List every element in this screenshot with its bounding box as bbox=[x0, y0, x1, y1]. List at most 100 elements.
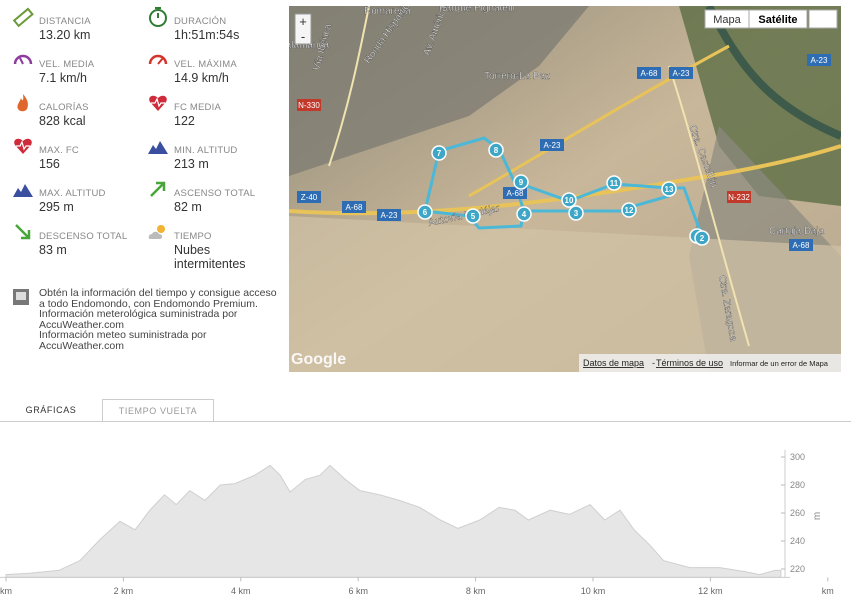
marker-dot bbox=[661, 181, 677, 197]
road bbox=[668, 65, 750, 347]
note-line: Obtén la información del tiempo y consig… bbox=[39, 287, 277, 331]
route-marker: 5 bbox=[465, 208, 481, 224]
marker-label: 8 bbox=[494, 146, 499, 155]
marker-dot bbox=[694, 230, 710, 246]
map-button-label: Satélite bbox=[758, 14, 797, 26]
marker-label: 4 bbox=[522, 210, 527, 219]
stat-label: DISTANCIA bbox=[39, 16, 91, 27]
marker-dot bbox=[516, 206, 532, 222]
road bbox=[328, 6, 370, 167]
road-shield: A-23 bbox=[377, 209, 401, 221]
y-tick-label: 220 bbox=[790, 564, 805, 574]
stat-label: DURACIÓN bbox=[174, 16, 227, 27]
map-button-label: Mapa bbox=[713, 14, 741, 26]
stat-label: MAX. ALTITUD bbox=[39, 188, 106, 199]
tab[interactable]: GRÁFICAS bbox=[0, 399, 102, 420]
road-shield: A-68 bbox=[342, 201, 366, 213]
route-marker: 3 bbox=[568, 205, 584, 221]
stat-icon bbox=[150, 181, 166, 197]
hills bbox=[289, 216, 841, 372]
stat-value: 13.20 km bbox=[39, 28, 91, 42]
place-label: Parque Pignatelli bbox=[439, 6, 515, 14]
city-area bbox=[289, 6, 589, 176]
road-label: A-23 bbox=[673, 69, 690, 78]
stat-icon bbox=[148, 225, 165, 239]
marker-label: 9 bbox=[519, 178, 524, 187]
stat-icon bbox=[12, 7, 34, 28]
road-shield: N-330 bbox=[297, 99, 321, 111]
y-tick-label: 300 bbox=[790, 452, 805, 462]
y-axis-label: m bbox=[812, 512, 823, 520]
stat-icon bbox=[15, 224, 31, 240]
route-marker: 7 bbox=[431, 145, 447, 161]
road-label: A-23 bbox=[544, 141, 561, 150]
road-shield-bg bbox=[503, 187, 527, 199]
road-shield: A-68 bbox=[503, 187, 527, 199]
zoom-control[interactable] bbox=[294, 13, 312, 45]
map[interactable]: Romareda Parque Pignatelli Salamanca Torrer… bbox=[289, 6, 841, 372]
map-logo: Google bbox=[291, 351, 346, 368]
stat-value: 82 m bbox=[174, 200, 202, 214]
road-label: A-68 bbox=[793, 241, 810, 250]
x-tick-label: 8 km bbox=[466, 586, 486, 596]
map-button[interactable] bbox=[748, 9, 808, 29]
stat-icon bbox=[14, 138, 32, 154]
map-footer bbox=[579, 354, 841, 372]
stat-label: MAX. FC bbox=[39, 145, 79, 156]
marker-label: 2 bbox=[700, 234, 705, 243]
road-shield-bg bbox=[540, 139, 564, 151]
tab[interactable]: TIEMPO VUELTA bbox=[102, 399, 214, 421]
marker-dot bbox=[513, 174, 529, 190]
stat-value: 828 kcal bbox=[39, 114, 86, 128]
marker-label: 10 bbox=[565, 196, 574, 205]
note-line: Información meteo suministrada por AccuW… bbox=[39, 329, 207, 352]
y-tick-label: 280 bbox=[790, 480, 805, 490]
marker-label: 7 bbox=[437, 149, 442, 158]
stat-label: TIEMPO bbox=[174, 231, 212, 242]
x-tick-label: km bbox=[822, 586, 834, 596]
place-label: Torrero-La Paz bbox=[484, 71, 550, 82]
stat-icon bbox=[149, 7, 167, 27]
map-footer-link: Términos de uso bbox=[656, 358, 723, 368]
route-marker: 13 bbox=[661, 181, 677, 197]
road-shield-bg bbox=[669, 67, 693, 79]
road-label: Z-40 bbox=[301, 193, 318, 202]
stat-label: VEL. MEDIA bbox=[39, 59, 95, 70]
route-marker: 12 bbox=[621, 202, 637, 218]
fullscreen-button[interactable] bbox=[808, 9, 838, 29]
route-marker: 11 bbox=[606, 175, 622, 191]
stat-value: 295 m bbox=[39, 200, 74, 214]
route-marker: 9 bbox=[513, 174, 529, 190]
marker-label: 3 bbox=[574, 209, 579, 218]
road-shield-bg bbox=[727, 191, 751, 203]
map-footer-link: - bbox=[652, 358, 655, 368]
marker-label: 12 bbox=[625, 206, 634, 215]
marker-dot bbox=[417, 204, 433, 220]
x-tick-label: 4 km bbox=[231, 586, 251, 596]
zoom-in: + bbox=[299, 14, 307, 29]
stat-value: 156 bbox=[39, 157, 60, 171]
road-shield-bg bbox=[807, 54, 831, 66]
road-shield-bg bbox=[789, 239, 813, 251]
road-shield-bg bbox=[637, 67, 661, 79]
road-shield: A-68 bbox=[637, 67, 661, 79]
route-marker: 6 bbox=[417, 204, 433, 220]
weather-icon bbox=[13, 289, 29, 305]
stat-label: MIN. ALTITUD bbox=[174, 145, 238, 156]
route-marker: 8 bbox=[488, 142, 504, 158]
marker-dot bbox=[465, 208, 481, 224]
road-shield-bg bbox=[377, 209, 401, 221]
place-label: Salamanca bbox=[289, 40, 329, 51]
stat-icon bbox=[13, 54, 33, 65]
tab-bar: GRÁFICAS TIEMPO VUELTA bbox=[0, 399, 851, 422]
stat-value: 122 bbox=[174, 114, 195, 128]
road-label: A-68 bbox=[346, 203, 363, 212]
road-label: A-23 bbox=[381, 211, 398, 220]
road-shield-bg bbox=[342, 201, 366, 213]
y-tick-label: 240 bbox=[790, 536, 805, 546]
zoom-out: - bbox=[301, 29, 305, 44]
marker-label: 5 bbox=[471, 212, 476, 221]
x-tick-label: km bbox=[0, 586, 12, 596]
route-marker: 4 bbox=[516, 206, 532, 222]
